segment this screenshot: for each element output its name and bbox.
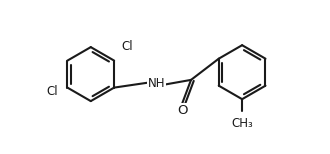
- Text: NH: NH: [148, 77, 165, 90]
- Text: O: O: [177, 104, 187, 117]
- Text: Cl: Cl: [122, 40, 134, 53]
- Text: CH₃: CH₃: [231, 117, 253, 130]
- Text: Cl: Cl: [46, 85, 58, 98]
